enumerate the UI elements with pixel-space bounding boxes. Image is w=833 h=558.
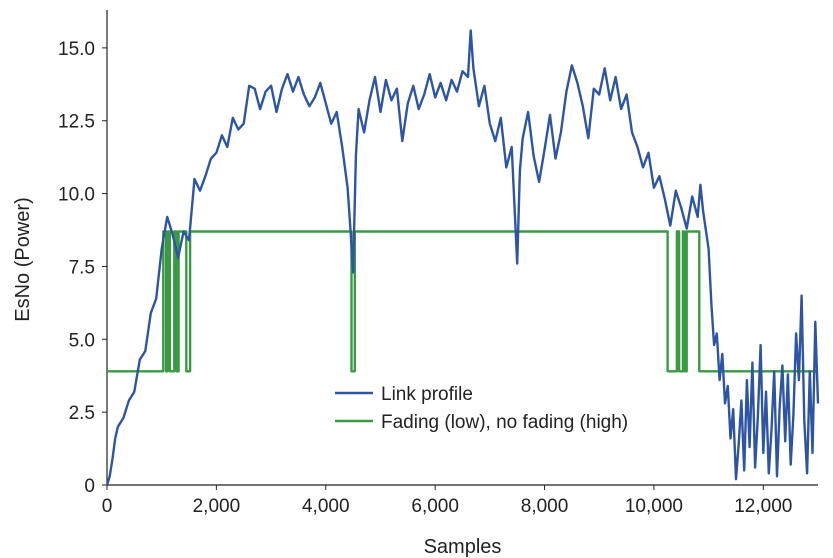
y-tick-label: 2.5 [69,403,95,424]
x-tick-label: 4,000 [302,496,350,517]
x-tick-label: 6,000 [411,496,459,517]
series-line-fading [107,230,818,373]
y-tick-label: 15.0 [58,39,95,60]
y-tick-label: 0 [84,476,95,497]
y-tick-label: 5.0 [69,330,95,351]
x-axis-label: Samples [424,536,502,558]
x-tick-label: 0 [102,496,113,517]
x-tick-label: 10,000 [625,496,683,517]
y-tick-label: 12.5 [58,112,95,133]
series-line-link-profile [105,29,820,486]
legend-label: Link profile [381,384,473,405]
y-axis-label: EsNo (Power) [12,197,34,321]
series-layer [105,29,820,486]
x-tick-label: 12,000 [734,496,792,517]
x-tick-label: 8,000 [521,496,569,517]
legend-label: Fading (low), no fading (high) [381,412,628,433]
legend: Link profile Fading (low), no fading (hig… [335,384,628,433]
x-tick-label: 2,000 [193,496,241,517]
axes: 0 2,000 4,000 6,000 8,000 10,000 12,000 0 2.5 5.0… [58,10,818,517]
y-tick-label: 7.5 [69,257,95,278]
y-tick-label: 10.0 [58,185,95,206]
